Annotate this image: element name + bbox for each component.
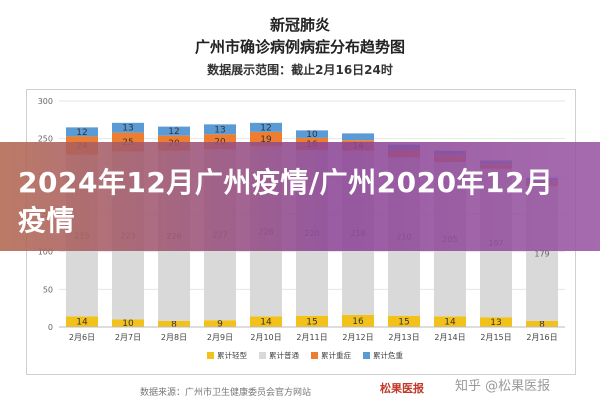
data-label-light: 14 xyxy=(444,318,456,328)
y-tick-label: 300 xyxy=(38,97,53,106)
y-tick-label: 0 xyxy=(48,323,53,332)
data-label-severe: 19 xyxy=(260,135,272,145)
zhihu-watermark: 知乎 @松果医报 xyxy=(455,379,551,394)
data-source: 数据来源：广州市卫生健康委员会官方网站 xyxy=(140,388,312,398)
legend-swatch-critical xyxy=(363,352,370,359)
bar-light xyxy=(526,320,558,327)
bar-light xyxy=(250,316,282,327)
y-tick-label: 50 xyxy=(43,285,53,294)
data-label-normal: 179 xyxy=(534,250,549,259)
x-tick-label: 2月8日 xyxy=(161,333,187,342)
bar-light xyxy=(112,319,144,327)
data-label-critical: 13 xyxy=(214,125,225,135)
bar-light xyxy=(342,314,374,327)
data-label-critical: 12 xyxy=(76,128,87,138)
data-label-light: 8 xyxy=(171,320,177,330)
bar-light xyxy=(66,316,98,327)
x-tick-label: 2月10日 xyxy=(250,333,281,342)
x-tick-label: 2月16日 xyxy=(526,333,557,342)
data-label-light: 15 xyxy=(398,317,409,327)
chart-title-line1: 新冠肺炎 xyxy=(269,16,330,34)
data-label-light: 10 xyxy=(122,319,134,329)
legend-label-normal: 累计普通 xyxy=(269,350,299,360)
bar-light xyxy=(204,320,236,327)
legend-label-severe: 累计重症 xyxy=(321,350,351,360)
y-tick-label: 250 xyxy=(38,135,53,144)
legend-swatch-severe xyxy=(311,352,318,359)
x-tick-label: 2月7日 xyxy=(115,333,141,342)
legend-swatch-normal xyxy=(259,352,266,359)
bar-light xyxy=(388,315,420,327)
x-tick-label: 2月14日 xyxy=(434,333,465,342)
x-tick-label: 2月13日 xyxy=(388,333,419,342)
data-label-critical: 12 xyxy=(260,123,271,133)
headline-text: 2024年12月广州疫情/广州2020年12月疫情 xyxy=(18,166,554,237)
bar-critical xyxy=(66,127,98,137)
bar-critical xyxy=(158,126,190,136)
data-label-light: 14 xyxy=(260,318,272,328)
bar-light xyxy=(296,315,328,327)
x-tick-label: 2月6日 xyxy=(69,333,95,342)
bar-light xyxy=(480,317,512,327)
legend-label-critical: 累计危重 xyxy=(373,350,403,360)
data-label-light: 13 xyxy=(490,318,501,328)
data-label-light: 8 xyxy=(539,320,545,330)
x-tick-label: 2月15日 xyxy=(480,333,511,342)
data-label-light: 15 xyxy=(306,317,317,327)
x-tick-label: 2月11日 xyxy=(296,333,327,342)
x-tick-label: 2月9日 xyxy=(207,333,233,342)
legend-label-light: 累计轻型 xyxy=(217,350,247,360)
data-label-critical: 10 xyxy=(306,130,318,140)
bar-critical xyxy=(112,122,144,133)
y-tick-label: 100 xyxy=(38,248,53,257)
x-tick-label: 2月12日 xyxy=(342,333,373,342)
data-label-critical: 12 xyxy=(168,127,179,137)
data-label-light: 9 xyxy=(217,320,223,330)
chart-subtitle: 数据展示范围：截止2月16日24时 xyxy=(207,63,393,77)
chart-title-line2: 广州市确诊病例病症分布趋势图 xyxy=(194,38,405,56)
brand-logo: 松果医报 xyxy=(380,382,424,395)
bar-critical xyxy=(342,133,374,141)
bar-light xyxy=(434,316,466,327)
data-label-critical: 13 xyxy=(122,124,133,134)
bar-critical xyxy=(250,122,282,132)
bar-critical xyxy=(204,124,236,135)
headline-banner: 2024年12月广州疫情/广州2020年12月疫情 xyxy=(0,142,600,251)
data-label-light: 14 xyxy=(76,318,88,328)
bar-light xyxy=(158,320,190,327)
legend-swatch-light xyxy=(207,352,214,359)
data-label-light: 16 xyxy=(352,317,364,327)
bar-critical xyxy=(296,130,328,138)
